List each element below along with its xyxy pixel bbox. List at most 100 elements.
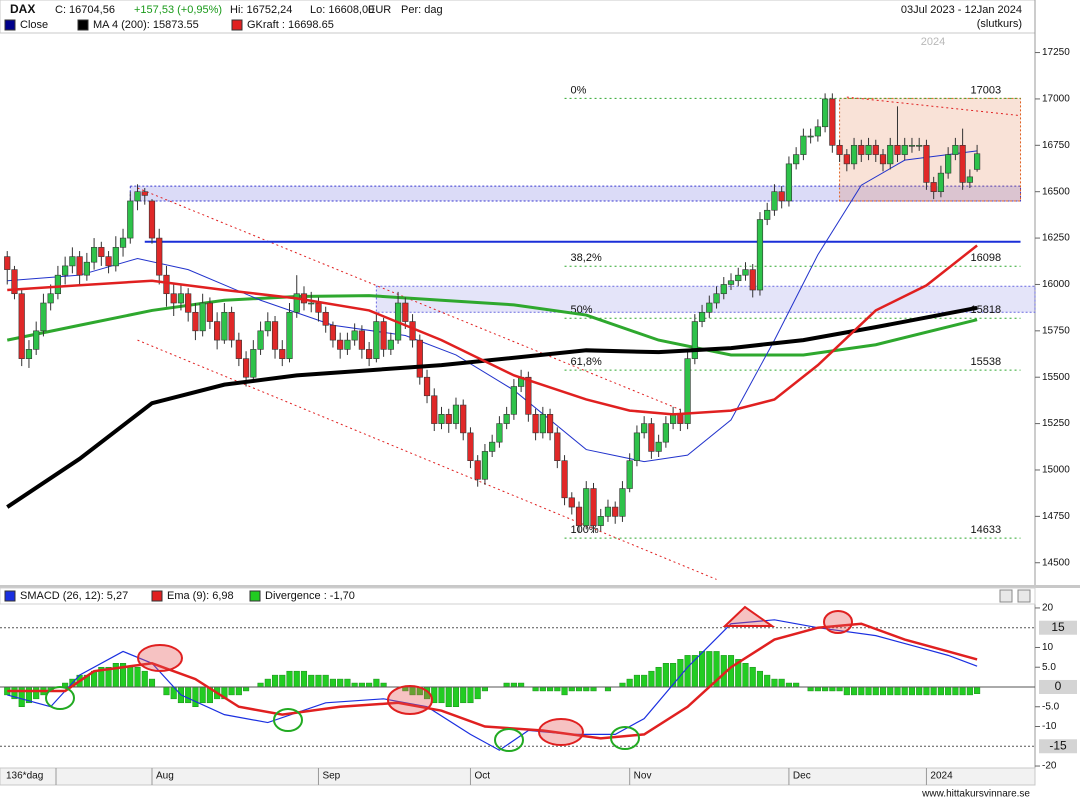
highlight [387, 685, 433, 715]
histogram-bar [510, 682, 517, 688]
candle-body [264, 321, 271, 332]
histogram-bar [228, 686, 235, 696]
histogram-bar [539, 686, 546, 692]
candle-body [973, 153, 981, 170]
candle-body [503, 414, 510, 424]
legend-swatch [231, 19, 243, 31]
x-tick-label: Sep [322, 771, 340, 782]
histogram-bar [127, 666, 134, 688]
highlight [137, 644, 183, 672]
candle-body [822, 98, 829, 128]
candle-body [489, 441, 496, 452]
histogram-bar [894, 686, 901, 696]
candle-body [546, 414, 554, 434]
candle-body [402, 302, 409, 322]
candle-body [206, 302, 213, 322]
y-tick-label: 14500 [1042, 557, 1070, 568]
candle-body [691, 321, 698, 359]
candle-body [785, 163, 793, 202]
candle-body [156, 237, 163, 276]
histogram-bar [706, 651, 713, 688]
candle-body [872, 145, 879, 155]
candle-body [214, 321, 221, 341]
candle-body [937, 172, 945, 192]
candle-body [908, 145, 916, 147]
histogram-bar [814, 686, 821, 692]
x-tick-label: Aug [156, 771, 174, 782]
histogram-bar [518, 682, 525, 688]
histogram-bar [908, 686, 916, 696]
candle-body [54, 274, 62, 295]
candle-body [344, 339, 351, 350]
level-box [1039, 620, 1077, 635]
candle-body [575, 506, 583, 526]
fib-value: 14633 [971, 524, 1002, 536]
y-tick-label: 16750 [1042, 140, 1070, 151]
histogram-bar [952, 686, 959, 696]
candle-body [199, 302, 206, 332]
candle-body [83, 261, 90, 276]
candle-body [604, 506, 612, 517]
y-tick-label: 5.0 [1042, 662, 1056, 673]
tool-icon[interactable] [999, 589, 1013, 603]
candle-body [539, 414, 546, 434]
histogram-bar [257, 682, 264, 688]
highlight [722, 605, 776, 627]
candle-body [279, 349, 286, 359]
level-label: -15 [1049, 738, 1067, 752]
histogram-bar [561, 686, 568, 696]
candle-body [727, 280, 735, 285]
histogram-bar [604, 686, 612, 692]
histogram-bar [445, 686, 452, 707]
histogram-bar [843, 686, 850, 696]
histogram-bar [467, 686, 474, 704]
candle-body [416, 339, 423, 378]
candle-body [192, 311, 199, 332]
candle-body [662, 423, 669, 443]
candle-body [76, 256, 83, 276]
legend-label: MA 4 (200): 15873.55 [93, 19, 199, 31]
histogram-bar [293, 670, 300, 688]
histogram-bar [749, 666, 756, 688]
histogram-bar [959, 686, 966, 696]
y-tick-label: 16500 [1042, 186, 1070, 197]
period: Per: dag [401, 4, 443, 16]
legend-label: GKraft : 16698.65 [247, 19, 334, 31]
x-tick-label: Oct [474, 771, 490, 782]
histogram-bar [185, 686, 192, 704]
candle-body [170, 293, 177, 304]
histogram-bar [937, 686, 944, 696]
histogram-bar [662, 663, 669, 688]
legend-label: SMACD (26, 12): 5,27 [20, 590, 128, 602]
candle-body [423, 376, 431, 397]
level-label: 0 [1055, 679, 1062, 693]
fib-label: 61,8% [571, 356, 602, 368]
histogram-bar [879, 686, 887, 696]
histogram-bar [829, 686, 836, 692]
histogram-bar [308, 674, 315, 688]
histogram-bar [590, 686, 597, 692]
x-tick-label: 2024 [930, 771, 953, 782]
candle-body [11, 269, 18, 295]
level-label: 15 [1051, 620, 1065, 634]
histogram-bar [785, 682, 792, 688]
date-range: 03Jul 2023 - 12Jan 2024 [901, 4, 1022, 16]
fib-label: 38,2% [571, 252, 602, 264]
histogram-bar [655, 666, 662, 688]
legend-swatch [4, 590, 16, 602]
candle-body [749, 269, 756, 291]
candle-body [894, 145, 901, 155]
close-icon[interactable] [1017, 589, 1031, 603]
histogram-bar [286, 670, 293, 688]
candle-body [228, 311, 235, 341]
candle-body [163, 274, 170, 295]
candle-body [431, 395, 438, 424]
candle-body [47, 293, 54, 304]
candle-body [293, 293, 300, 313]
time-axis [0, 767, 1036, 786]
candle-body [358, 330, 365, 350]
y-tick-label: 17250 [1042, 47, 1070, 58]
histogram-bar [315, 674, 322, 688]
histogram-bar [742, 663, 749, 688]
y-tick-label: -10 [1042, 721, 1057, 732]
